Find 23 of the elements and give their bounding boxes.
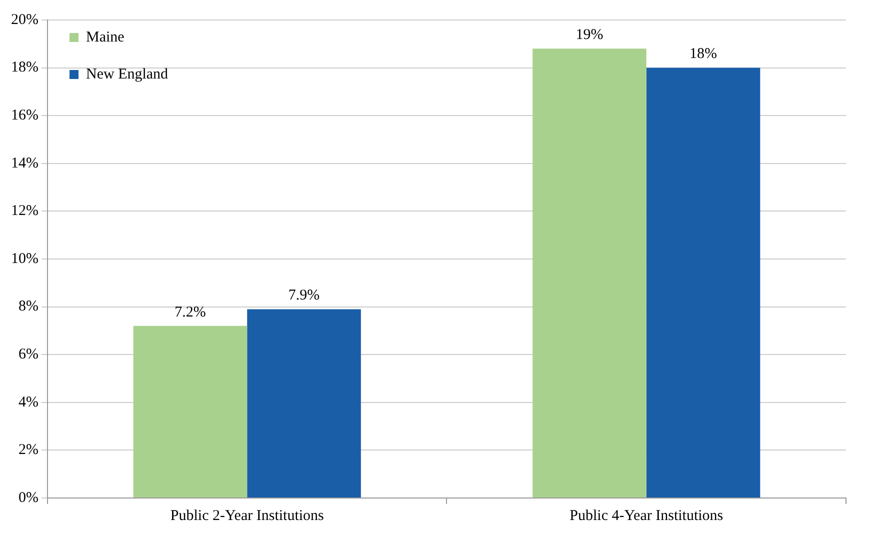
y-tick-label: 2% <box>18 442 38 458</box>
x-tick-label: Public 2-Year Institutions <box>170 508 324 524</box>
data-label: 7.9% <box>288 288 320 304</box>
y-tick-label: 20% <box>10 12 38 28</box>
legend-label: New England <box>86 66 169 82</box>
y-tick-label: 8% <box>18 298 38 315</box>
y-tick-label: 10% <box>10 250 38 267</box>
data-label: 7.2% <box>174 304 206 320</box>
legend-label: Maine <box>86 29 125 46</box>
y-tick-label: 6% <box>18 346 38 363</box>
x-tick-label: Public 4-Year Institutions <box>570 508 724 524</box>
data-label: 18% <box>690 46 718 62</box>
y-tick-label: 14% <box>10 155 38 172</box>
y-tick-label: 0% <box>18 490 38 506</box>
bar <box>247 309 361 498</box>
bar <box>532 48 646 498</box>
y-tick-label: 4% <box>18 394 38 410</box>
bar <box>646 68 760 498</box>
data-label: 19% <box>576 27 604 44</box>
y-tick-label: 12% <box>10 203 38 220</box>
bar <box>133 326 248 498</box>
y-tick-label: 18% <box>10 60 38 76</box>
y-tick-label: 16% <box>10 108 38 124</box>
